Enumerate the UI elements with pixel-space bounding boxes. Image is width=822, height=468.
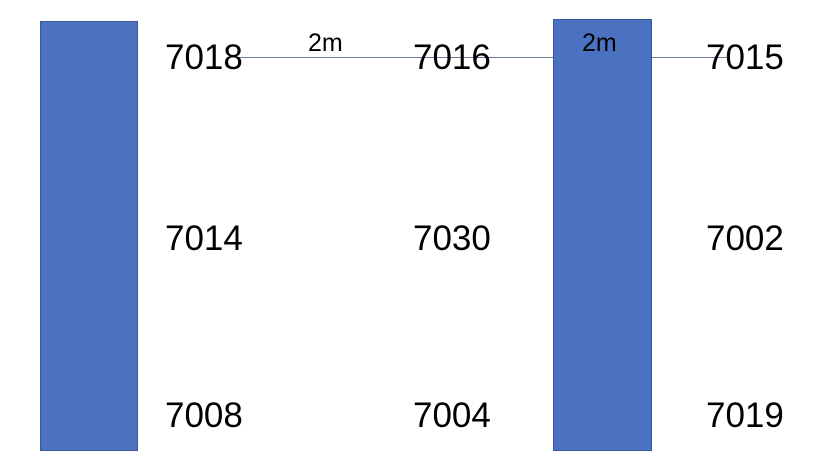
label-row2-right: 7002: [706, 219, 784, 258]
label-row2-left: 7014: [165, 219, 243, 258]
label-row1-right: 7015: [706, 38, 784, 77]
bar-left: [40, 21, 138, 451]
distance-label-right: 2m: [582, 29, 617, 57]
label-row2-middle: 7030: [413, 219, 491, 258]
label-row3-left: 7008: [165, 396, 243, 435]
label-row1-left: 7018: [165, 38, 243, 77]
label-row1-middle: 7016: [413, 38, 491, 77]
label-row3-right: 7019: [706, 396, 784, 435]
bar-right: [553, 19, 652, 451]
measurement-line-left: [238, 57, 553, 58]
label-row3-middle: 7004: [413, 396, 491, 435]
distance-label-left: 2m: [308, 29, 343, 57]
measurement-line-right: [652, 57, 730, 58]
